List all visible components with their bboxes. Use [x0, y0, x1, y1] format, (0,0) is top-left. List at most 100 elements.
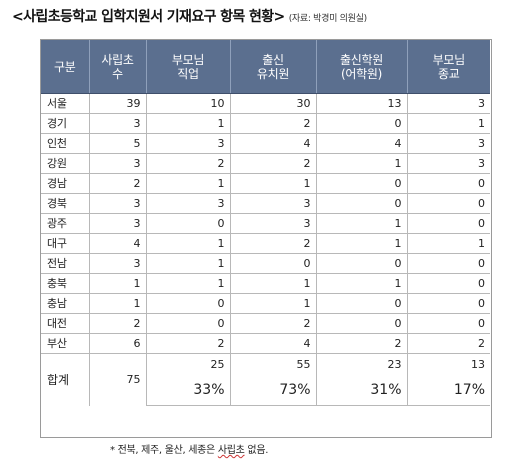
school-count-cell: 2	[88, 173, 146, 194]
table-row: 광주 3 0 3 1 0	[41, 213, 490, 234]
value-cell: 4	[315, 133, 407, 154]
header-label: 부모님	[171, 52, 205, 67]
total-count-cell: 25	[145, 353, 230, 375]
total-count-row: 합계 75 25 55 23 13	[41, 353, 490, 406]
table-row: 충남 1 0 1 0 0	[41, 293, 490, 314]
value-cell: 3	[229, 213, 316, 234]
footnote-prefix: * 전북, 제주, 울산, 세종은	[110, 445, 218, 456]
school-count-cell: 6	[88, 333, 146, 354]
value-cell: 1	[145, 273, 230, 294]
region-cell: 충북	[41, 273, 89, 294]
region-cell: 경남	[41, 173, 89, 194]
table-row: 충북 1 1 1 1 0	[41, 273, 490, 294]
header-cell: 출신학원 (어학원)	[315, 40, 407, 94]
school-count-cell: 1	[88, 273, 146, 294]
header-cell: 부모님 종교	[406, 40, 490, 94]
total-percent-cell: 31%	[315, 375, 407, 406]
region-cell: 경기	[41, 113, 89, 134]
value-cell: 1	[145, 253, 230, 274]
region-cell: 전남	[41, 253, 89, 274]
header-label: 구분	[54, 59, 76, 74]
school-count-cell: 3	[88, 113, 146, 134]
footnote-underlined: 사립초	[217, 445, 245, 456]
total-count-cell: 55	[229, 353, 316, 375]
total-count-cell: 23	[315, 353, 407, 375]
value-cell: 0	[406, 193, 490, 214]
value-cell: 1	[229, 293, 316, 314]
value-cell: 0	[315, 293, 407, 314]
value-cell: 4	[229, 333, 316, 354]
header-cell: 사립초 수	[88, 40, 146, 94]
header-cell: 출신 유치원	[229, 40, 316, 94]
school-count-cell: 39	[88, 93, 146, 114]
region-cell: 대전	[41, 313, 89, 334]
header-label: (어학원)	[341, 66, 382, 81]
value-cell: 0	[406, 293, 490, 314]
total-label: 합계	[47, 372, 70, 387]
table-row: 대구 4 1 2 1 1	[41, 233, 490, 254]
value-cell: 10	[145, 93, 230, 114]
value-cell: 2	[229, 313, 316, 334]
school-count-cell: 3	[88, 193, 146, 214]
table-header-row: 구분 사립초 수 부모님 직업 출신 유치원 출신학원 (어학원) 부모님 종교	[41, 40, 490, 94]
value-cell: 3	[145, 133, 230, 154]
value-cell: 0	[315, 193, 407, 214]
value-cell: 13	[315, 93, 407, 114]
table-row: 경기 3 1 2 0 1	[41, 113, 490, 134]
value-cell: 4	[229, 133, 316, 154]
header-label: 직업	[177, 66, 199, 81]
value-cell: 3	[406, 133, 490, 154]
region-cell: 인천	[41, 133, 89, 154]
region-cell: 서울	[41, 93, 89, 114]
value-cell: 2	[406, 333, 490, 354]
value-cell: 0	[145, 213, 230, 234]
table-row: 인천 5 3 4 4 3	[41, 133, 490, 154]
school-count-cell: 5	[88, 133, 146, 154]
region-cell: 강원	[41, 153, 89, 174]
school-count-cell: 1	[88, 293, 146, 314]
value-cell: 0	[315, 253, 407, 274]
value-cell: 0	[406, 253, 490, 274]
table-row: 부산 6 2 4 2 2	[41, 333, 490, 354]
value-cell: 0	[406, 173, 490, 194]
table-row: 서울 39 10 30 13 3	[41, 93, 490, 114]
header-label: 유치원	[256, 66, 290, 81]
value-cell: 0	[229, 253, 316, 274]
value-cell: 2	[145, 333, 230, 354]
region-cell: 대구	[41, 233, 89, 254]
header-label: 부모님	[432, 52, 466, 67]
value-cell: 0	[315, 313, 407, 334]
table-row: 경북 3 3 3 0 0	[41, 193, 490, 214]
value-cell: 1	[145, 173, 230, 194]
value-cell: 3	[145, 193, 230, 214]
value-cell: 1	[145, 233, 230, 254]
header-label: 출신	[262, 52, 284, 67]
region-cell: 경북	[41, 193, 89, 214]
total-percent-cell: 73%	[229, 375, 316, 406]
value-cell: 3	[406, 93, 490, 114]
value-cell: 1	[229, 173, 316, 194]
total-percent-row: 33% 73% 31% 17%	[41, 375, 490, 406]
school-count-cell: 3	[88, 213, 146, 234]
value-cell: 1	[315, 213, 407, 234]
region-cell: 부산	[41, 333, 89, 354]
admission-form-table: 구분 사립초 수 부모님 직업 출신 유치원 출신학원 (어학원) 부모님 종교 서울 39 10 30 1…	[41, 40, 490, 406]
footnote-suffix: 없음.	[244, 445, 269, 456]
value-cell: 1	[315, 273, 407, 294]
value-cell: 0	[406, 213, 490, 234]
school-count-cell: 2	[88, 313, 146, 334]
value-cell: 1	[229, 273, 316, 294]
value-cell: 1	[315, 233, 407, 254]
value-cell: 3	[406, 153, 490, 174]
footnote: * 전북, 제주, 울산, 세종은 사립초 없음.	[110, 441, 268, 456]
value-cell: 2	[145, 153, 230, 174]
value-cell: 2	[229, 113, 316, 134]
value-cell: 2	[229, 233, 316, 254]
table-body: 서울 39 10 30 13 3 경기 3 1 2 0 1 인천 5 3 4 4 3 강원 3 2 2 1 3 경남 2 1 1 0 0 경…	[41, 93, 490, 406]
header-category: 구분	[41, 40, 89, 94]
table-row: 강원 3 2 2 1 3	[41, 153, 490, 174]
header-label: 출신학원	[340, 52, 383, 67]
value-cell: 0	[406, 313, 490, 334]
header-label: 종교	[438, 66, 460, 81]
total-count-cell: 13	[406, 353, 490, 375]
